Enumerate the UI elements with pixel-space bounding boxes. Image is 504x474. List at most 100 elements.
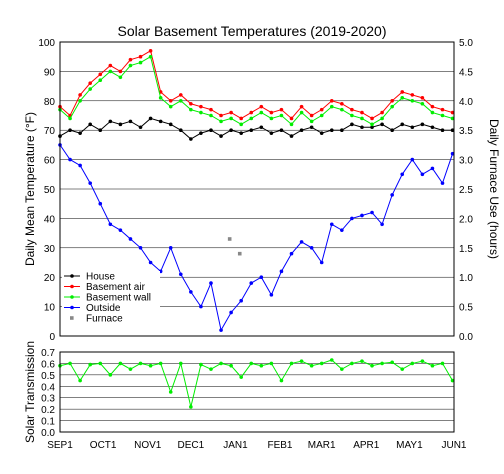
top-panel-frame bbox=[59, 41, 455, 337]
y-tick-label: 90 bbox=[44, 67, 56, 78]
y-tick-label: 80 bbox=[44, 97, 56, 108]
x-tick-label: FEB1 bbox=[267, 440, 292, 451]
legend-marker bbox=[70, 305, 74, 310]
data-point bbox=[88, 87, 92, 91]
data-point bbox=[299, 104, 304, 109]
data-point bbox=[450, 378, 455, 383]
y2-tick-label: 2.5 bbox=[459, 185, 473, 196]
data-point bbox=[430, 104, 435, 109]
data-point bbox=[279, 128, 284, 132]
transmission-axis-label: Solar Transmission bbox=[23, 341, 37, 443]
data-point bbox=[340, 107, 344, 112]
data-point bbox=[340, 128, 344, 132]
data-point bbox=[390, 99, 394, 103]
data-point bbox=[199, 104, 203, 109]
data-point bbox=[118, 122, 123, 127]
data-point bbox=[209, 113, 213, 118]
data-point bbox=[299, 110, 304, 115]
data-point bbox=[98, 72, 103, 77]
data-point bbox=[440, 107, 445, 112]
data-point bbox=[329, 104, 334, 109]
y2-tick-label: 4.5 bbox=[459, 67, 473, 78]
y2-tick-label: 0.0 bbox=[459, 332, 473, 343]
legend-background bbox=[62, 271, 160, 330]
data-point bbox=[420, 122, 425, 127]
data-point bbox=[78, 93, 82, 97]
data-point bbox=[350, 122, 354, 127]
data-point bbox=[239, 116, 243, 121]
data-point bbox=[360, 116, 364, 121]
data-point bbox=[158, 96, 163, 100]
x-tick-label: NOV1 bbox=[134, 440, 162, 451]
data-point bbox=[219, 361, 223, 366]
data-point bbox=[309, 119, 314, 124]
data-point bbox=[199, 304, 203, 309]
data-point bbox=[400, 90, 405, 94]
data-point bbox=[259, 125, 264, 130]
data-point bbox=[178, 128, 183, 132]
data-point bbox=[88, 362, 92, 367]
data-point bbox=[410, 99, 415, 103]
data-point bbox=[430, 166, 435, 171]
y-tick-label: 0.3 bbox=[41, 394, 55, 405]
data-point bbox=[178, 361, 183, 366]
data-point bbox=[370, 125, 374, 130]
temperature-series bbox=[58, 49, 455, 332]
y-tick-label: 0.0 bbox=[41, 428, 55, 439]
data-point bbox=[168, 390, 173, 394]
data-point bbox=[219, 113, 223, 118]
data-point bbox=[309, 246, 314, 250]
data-point bbox=[78, 378, 82, 383]
data-point bbox=[289, 134, 294, 138]
x-tick-label: APR1 bbox=[353, 440, 380, 451]
data-point bbox=[269, 131, 274, 135]
x-tick-label: MAR1 bbox=[308, 440, 336, 451]
data-point bbox=[319, 107, 324, 112]
data-point bbox=[400, 96, 405, 100]
data-point bbox=[249, 110, 254, 115]
data-point bbox=[340, 367, 344, 371]
data-point bbox=[420, 101, 425, 106]
data-point bbox=[199, 110, 203, 115]
data-point bbox=[239, 131, 243, 135]
data-point bbox=[289, 361, 294, 366]
data-point bbox=[239, 375, 243, 379]
legend-marker bbox=[70, 316, 74, 320]
y2-tick-label: 4.0 bbox=[459, 97, 473, 108]
data-point bbox=[219, 119, 223, 124]
data-point bbox=[98, 201, 103, 206]
y-tick-label: 50 bbox=[44, 185, 56, 196]
data-point bbox=[269, 361, 274, 366]
data-point bbox=[410, 93, 415, 97]
data-point bbox=[319, 260, 324, 265]
data-point bbox=[249, 116, 254, 121]
data-point bbox=[189, 405, 193, 409]
y-tick-label: 60 bbox=[44, 156, 56, 167]
data-point bbox=[138, 60, 143, 65]
data-point bbox=[350, 216, 354, 221]
legend-label: Furnace bbox=[86, 314, 123, 325]
data-point bbox=[219, 328, 223, 332]
data-point bbox=[410, 125, 415, 130]
data-point bbox=[269, 110, 274, 115]
x-tick-label: JAN1 bbox=[223, 440, 248, 451]
data-point bbox=[410, 361, 415, 366]
data-point bbox=[209, 367, 213, 371]
y-tick-label: 40 bbox=[44, 214, 56, 225]
data-point bbox=[309, 113, 314, 118]
data-point bbox=[229, 128, 233, 132]
data-point bbox=[289, 251, 294, 256]
data-point bbox=[319, 361, 324, 366]
y-tick-label: 0.5 bbox=[41, 371, 55, 382]
data-point bbox=[329, 128, 334, 132]
data-point bbox=[340, 101, 344, 106]
y-tick-label: 70 bbox=[44, 126, 56, 137]
data-point bbox=[128, 367, 133, 371]
data-point bbox=[299, 128, 304, 132]
data-point bbox=[68, 157, 72, 162]
chart-title: Solar Basement Temperatures (2019-2020) bbox=[117, 23, 386, 39]
data-point bbox=[440, 128, 445, 132]
data-point bbox=[128, 237, 133, 241]
